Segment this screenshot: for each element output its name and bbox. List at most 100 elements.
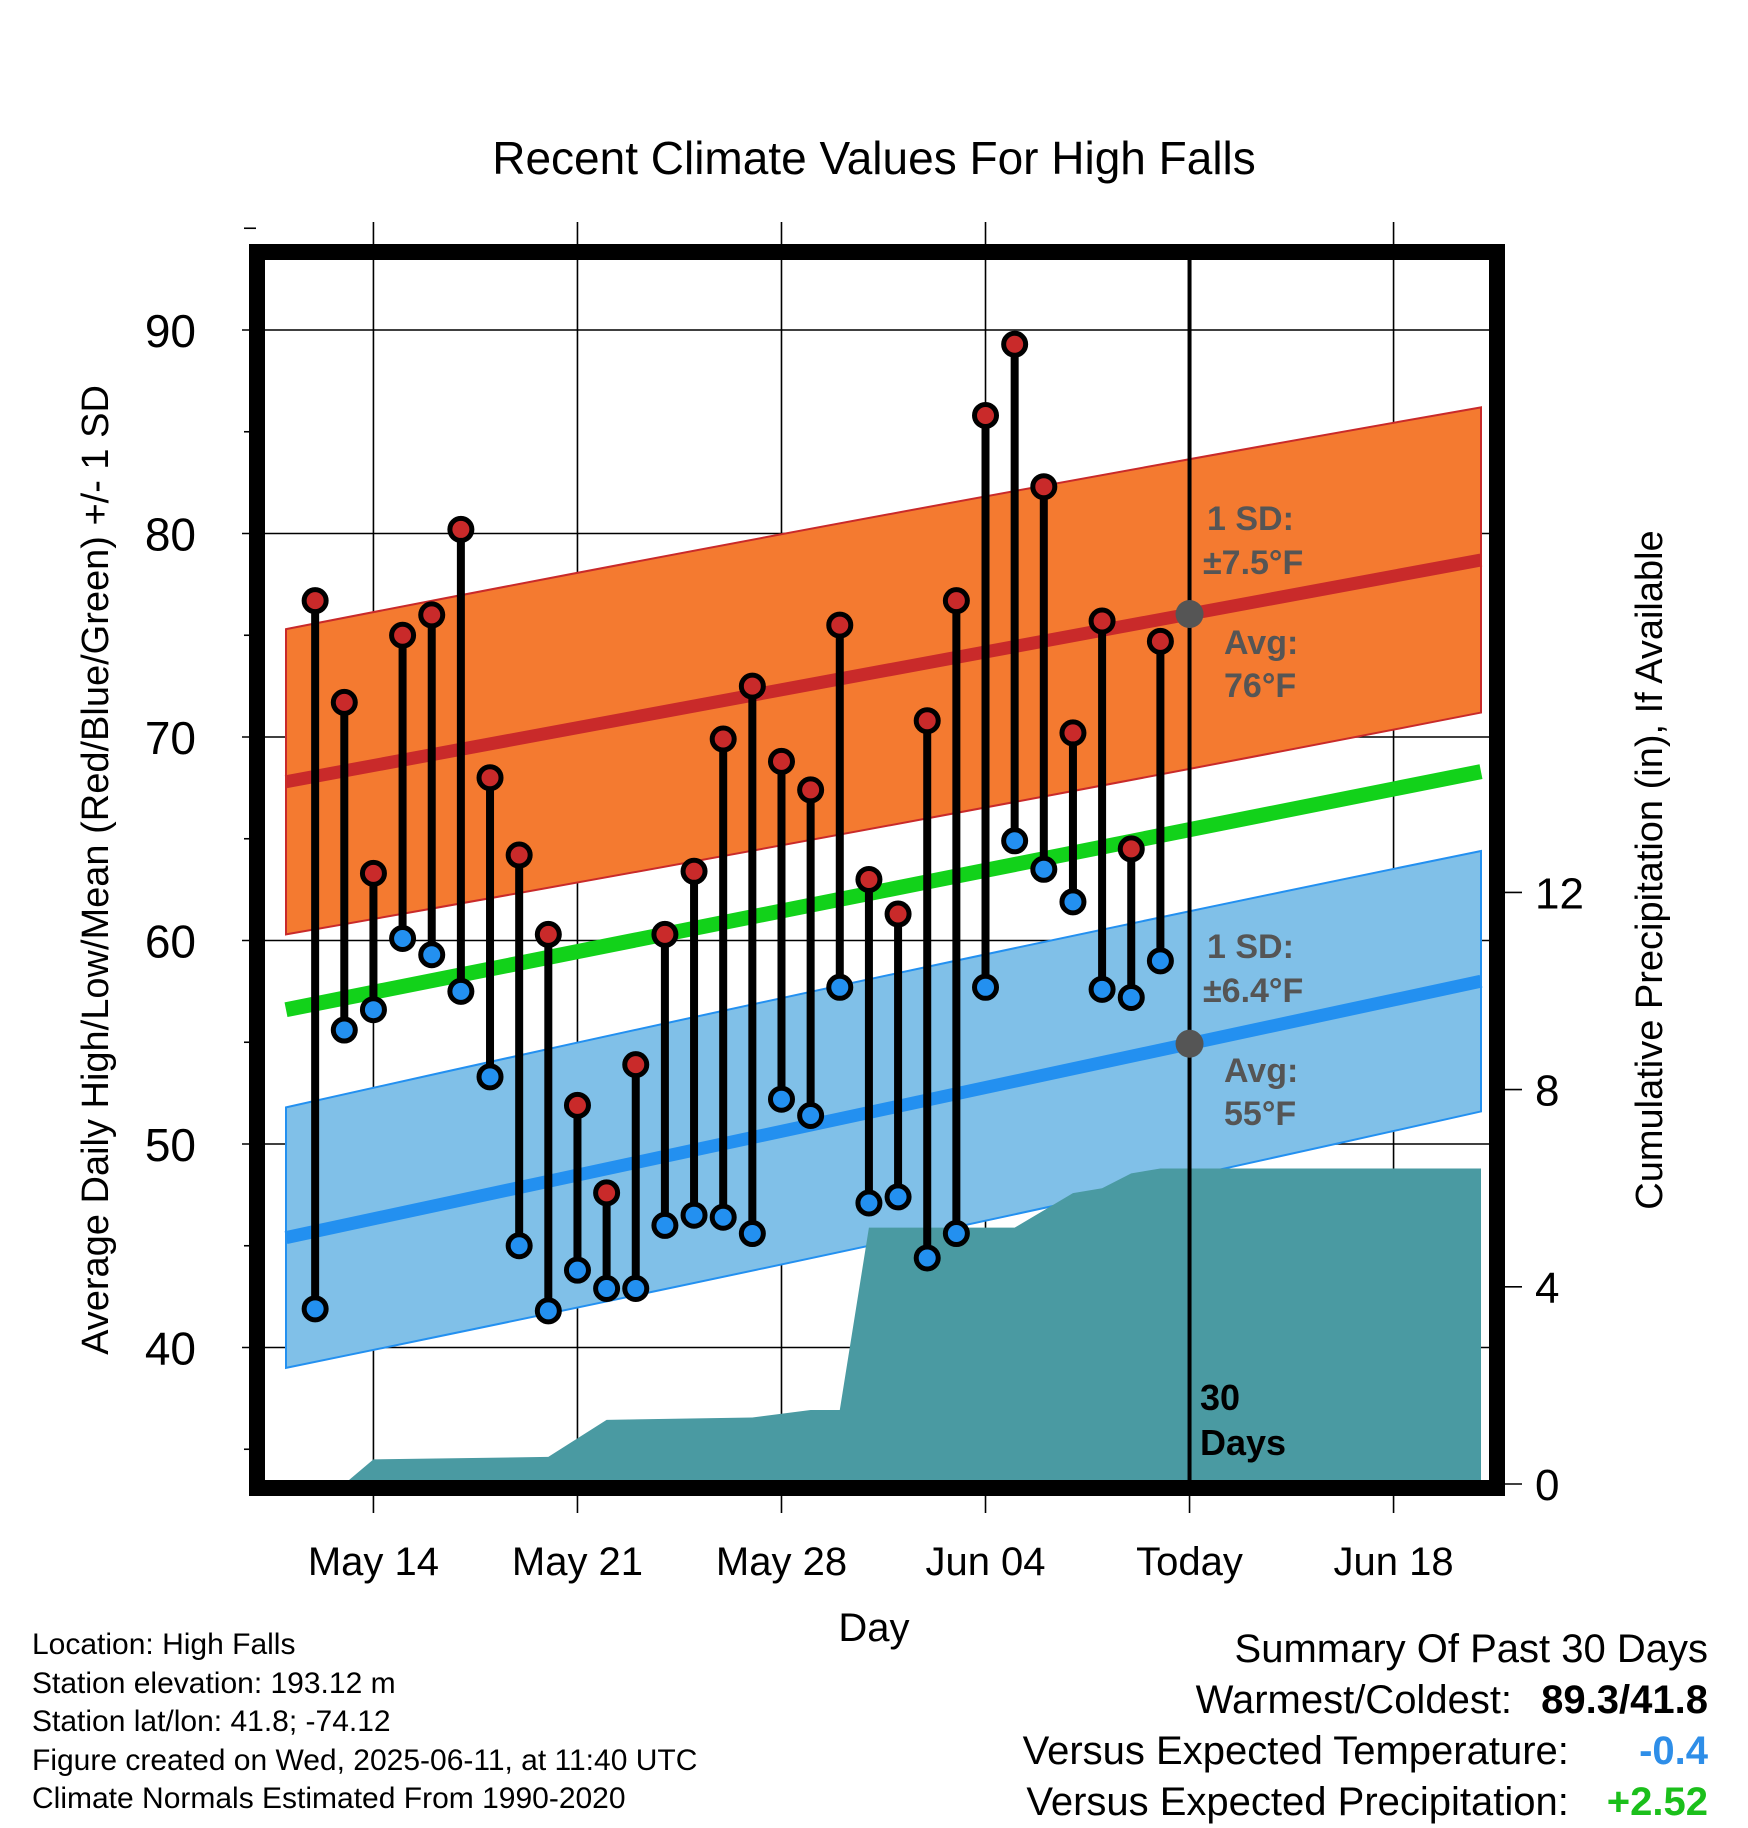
obs-high-point bbox=[447, 515, 475, 543]
y2-tick-label: 12 bbox=[1535, 869, 1584, 918]
obs-low-point bbox=[972, 973, 1000, 1001]
obs-high-point bbox=[972, 401, 1000, 429]
latlon-text: Station lat/lon: 41.8; -74.12 bbox=[32, 1705, 391, 1738]
obs-low-point bbox=[1059, 888, 1087, 916]
summary-title: Summary Of Past 30 Days bbox=[1234, 1627, 1708, 1671]
x-tick-label: Today bbox=[1136, 1540, 1243, 1584]
obs-low-point bbox=[1117, 983, 1145, 1011]
daily-observations bbox=[301, 330, 1174, 1325]
obs-high-point bbox=[1059, 719, 1087, 747]
obs-low-point bbox=[767, 1085, 795, 1113]
y2-tick-label: 8 bbox=[1535, 1067, 1559, 1116]
x-tick-label: May 28 bbox=[716, 1540, 847, 1584]
low-sd-label: 1 SD: bbox=[1207, 928, 1294, 966]
station-info: Location: High Falls Station elevation: … bbox=[32, 1626, 697, 1819]
x-axis-label: Day bbox=[838, 1606, 909, 1650]
high-sd-label: 1 SD: bbox=[1207, 500, 1294, 538]
precip-departure-value: +2.52 bbox=[1606, 1780, 1708, 1824]
normal-bands bbox=[284, 406, 1483, 1370]
chart-title: Recent Climate Values For High Falls bbox=[492, 132, 1256, 184]
obs-high-point bbox=[855, 865, 883, 893]
obs-high-point bbox=[797, 776, 825, 804]
x-tick-label: May 21 bbox=[512, 1540, 643, 1584]
obs-high-point bbox=[476, 764, 504, 792]
y-tick-label: 50 bbox=[145, 1119, 196, 1171]
created-text: Figure created on Wed, 2025-06-11, at 11… bbox=[32, 1743, 698, 1777]
obs-low-point bbox=[1001, 827, 1029, 855]
y-tick-label: 80 bbox=[145, 509, 196, 561]
warm-cold-value: 89.3/41.8 bbox=[1541, 1678, 1708, 1722]
obs-low-point bbox=[855, 1189, 883, 1217]
obs-high-point bbox=[651, 920, 679, 948]
y-axis-label: Average Daily High/Low/Mean (Red/Blue/Gr… bbox=[75, 385, 117, 1355]
obs-low-point bbox=[359, 996, 387, 1024]
obs-high-point bbox=[826, 611, 854, 639]
obs-low-point bbox=[593, 1274, 621, 1302]
obs-low-point bbox=[1088, 975, 1116, 1003]
period-label-unit: Days bbox=[1200, 1422, 1286, 1463]
y-tick-label: 70 bbox=[145, 712, 196, 764]
low-avg-value: 55°F bbox=[1224, 1095, 1296, 1133]
obs-high-point bbox=[709, 725, 737, 753]
obs-high-point bbox=[505, 841, 533, 869]
axes: 40 50 60 70 80 90 0 4 8 12 May 14 May 21 May 28 Jun 0… bbox=[145, 227, 1584, 1584]
obs-low-point bbox=[301, 1295, 329, 1323]
obs-high-point bbox=[1117, 835, 1145, 863]
summary-panel: Summary Of Past 30 Days Warmest/Coldest:… bbox=[1023, 1624, 1708, 1828]
y-tick-label: 60 bbox=[145, 916, 196, 968]
y-tick-label: 90 bbox=[145, 305, 196, 357]
obs-low-point bbox=[622, 1274, 650, 1302]
obs-high-point bbox=[680, 857, 708, 885]
today-low-avg-marker bbox=[1175, 1029, 1204, 1058]
x-tick-label: Jun 18 bbox=[1334, 1540, 1454, 1584]
y2-tick-label: 4 bbox=[1535, 1264, 1559, 1313]
obs-high-point bbox=[942, 587, 970, 615]
obs-high-point bbox=[622, 1051, 650, 1079]
obs-low-point bbox=[389, 924, 417, 952]
high-sd-value: ±7.5°F bbox=[1203, 544, 1303, 582]
summary-temp: Versus Expected Temperature: -0.4 bbox=[1023, 1726, 1708, 1777]
plot-frame bbox=[249, 244, 1505, 1496]
x-tick-label: May 14 bbox=[308, 1540, 439, 1584]
location-text: Location: High Falls bbox=[32, 1628, 296, 1661]
obs-high-point bbox=[738, 672, 766, 700]
obs-high-point bbox=[1001, 330, 1029, 358]
obs-low-point bbox=[476, 1063, 504, 1091]
normal-high-line bbox=[284, 553, 1483, 789]
obs-low-point bbox=[738, 1220, 766, 1248]
warm-cold-label: Warmest/Coldest: bbox=[1195, 1678, 1513, 1722]
obs-high-point bbox=[1030, 473, 1058, 501]
obs-high-point bbox=[330, 688, 358, 716]
period-label-number: 30 bbox=[1200, 1377, 1240, 1418]
obs-low-point bbox=[680, 1201, 708, 1229]
obs-high-point bbox=[884, 900, 912, 928]
obs-low-point bbox=[709, 1203, 737, 1231]
obs-low-point bbox=[534, 1297, 562, 1325]
obs-low-point bbox=[942, 1220, 970, 1248]
normal-mean-line bbox=[284, 764, 1483, 1018]
precip-label: Versus Expected Precipitation: bbox=[1026, 1780, 1569, 1824]
elevation-text: Station elevation: 193.12 m bbox=[32, 1666, 396, 1700]
obs-low-point bbox=[330, 1016, 358, 1044]
obs-high-point bbox=[418, 601, 446, 629]
temp-departure-value: -0.4 bbox=[1639, 1729, 1708, 1773]
high-avg-value: 76°F bbox=[1224, 667, 1296, 705]
plot-border bbox=[249, 244, 1505, 1496]
normals-text: Climate Normals Estimated From 1990-2020 bbox=[32, 1782, 626, 1815]
low-sd-value: ±6.4°F bbox=[1203, 972, 1303, 1010]
x-tick-label: Jun 04 bbox=[925, 1540, 1045, 1584]
temp-label: Versus Expected Temperature: bbox=[1022, 1729, 1569, 1773]
today-high-avg-marker bbox=[1175, 600, 1204, 629]
obs-low-point bbox=[447, 977, 475, 1005]
y2-axis-label: Cumulative Precipitation (in), If Availa… bbox=[1629, 530, 1671, 1209]
obs-high-point bbox=[1146, 627, 1174, 655]
obs-high-point bbox=[534, 920, 562, 948]
summary-warm-cold: Warmest/Coldest: 89.3/41.8 bbox=[1023, 1675, 1708, 1726]
obs-low-point bbox=[505, 1232, 533, 1260]
y-tick-label: 40 bbox=[145, 1323, 196, 1375]
y2-tick-label: 0 bbox=[1535, 1461, 1559, 1510]
obs-low-point bbox=[418, 941, 446, 969]
obs-high-point bbox=[301, 587, 329, 615]
obs-low-point bbox=[826, 973, 854, 1001]
